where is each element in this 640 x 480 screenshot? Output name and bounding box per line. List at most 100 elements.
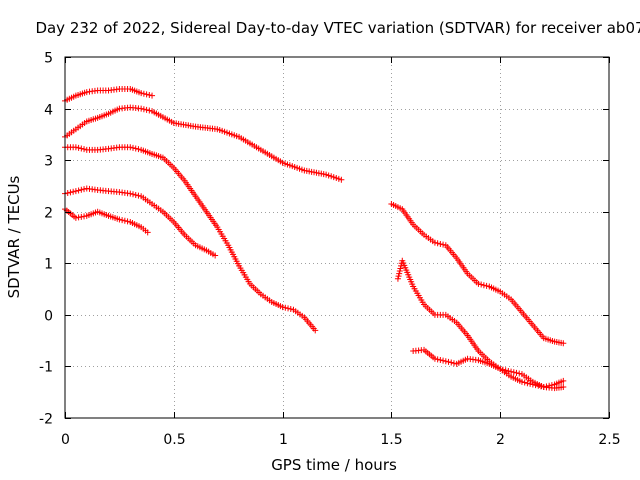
y-axis-label: SDTVAR / TECUs: [5, 175, 23, 298]
data-point: [127, 144, 134, 151]
data-point: [135, 192, 142, 199]
data-point: [338, 176, 345, 183]
data-point: [282, 304, 289, 311]
data-point: [64, 190, 71, 197]
data-point: [440, 357, 447, 364]
x-tick-label: 0.5: [163, 432, 185, 448]
x-tick-label: 1: [279, 432, 288, 448]
data-point: [431, 355, 438, 362]
data-point: [505, 367, 512, 374]
data-point: [138, 90, 145, 97]
series-track-f: [388, 200, 567, 347]
data-point: [335, 175, 342, 182]
data-point: [140, 106, 147, 113]
data-point: [72, 188, 79, 195]
data-point: [448, 359, 455, 366]
data-point: [395, 273, 402, 280]
data-point: [81, 213, 88, 220]
data-point: [548, 382, 555, 389]
data-point: [287, 306, 294, 313]
data-point: [143, 106, 150, 113]
y-tick-label: -2: [39, 412, 53, 428]
data-point: [132, 145, 139, 152]
data-point: [546, 382, 553, 389]
data-point: [478, 281, 485, 288]
data-point: [143, 91, 150, 98]
data-point: [437, 240, 444, 247]
x-tick-label: 1.5: [380, 432, 402, 448]
y-tick-label: -1: [39, 360, 53, 376]
data-point: [75, 144, 82, 151]
data-point: [480, 282, 487, 289]
data-point: [437, 356, 444, 363]
data-point: [333, 175, 340, 182]
grid-layer: [65, 57, 609, 418]
data-point: [543, 383, 550, 390]
data-point: [513, 369, 520, 376]
data-point: [510, 369, 517, 376]
series-track-b: [62, 104, 345, 183]
data-point: [78, 186, 85, 193]
y-tick-label: 0: [44, 309, 53, 325]
axis-layer: 0 0.5 1 1.5 2 2.5 -2 -1 0 1 2 3 4 5: [39, 51, 621, 449]
data-point: [132, 191, 139, 198]
data-point: [540, 384, 547, 391]
y-tick-label: 4: [44, 103, 53, 119]
data-point: [138, 105, 145, 112]
data-point: [394, 275, 401, 282]
x-tick-label: 2.5: [598, 432, 620, 448]
y-tick-label: 5: [44, 51, 53, 67]
data-point: [124, 218, 131, 225]
data-point: [146, 107, 153, 114]
data-point: [483, 282, 490, 289]
data-point: [135, 146, 142, 153]
data-point: [434, 240, 441, 247]
data-point: [524, 380, 531, 387]
data-point: [212, 252, 219, 259]
data-point: [78, 145, 85, 152]
data-point: [521, 379, 528, 386]
data-point: [499, 366, 506, 373]
data-point: [75, 214, 82, 221]
x-tick-label: 0: [61, 432, 70, 448]
data-point: [70, 188, 77, 195]
series-track-d: [62, 185, 219, 259]
chart-title: Day 232 of 2022, Sidereal Day-to-day VTE…: [35, 19, 640, 37]
data-point: [75, 187, 82, 194]
y-tick-label: 3: [44, 154, 53, 170]
data-point: [328, 173, 335, 180]
data-point: [397, 265, 404, 272]
data-point: [440, 241, 447, 248]
data-point: [72, 144, 79, 151]
data-point: [121, 217, 128, 224]
data-point: [146, 92, 153, 99]
data-point: [518, 378, 525, 385]
data-point: [81, 186, 88, 193]
y-tick-label: 1: [44, 257, 53, 273]
data-layer: [62, 85, 567, 392]
data-point: [475, 280, 482, 287]
data-point: [67, 189, 74, 196]
data-point: [516, 370, 523, 377]
data-point: [560, 377, 567, 384]
data-point: [116, 216, 123, 223]
data-point: [312, 327, 319, 334]
x-axis-label: GPS time / hours: [271, 456, 397, 474]
data-point: [149, 92, 156, 99]
data-point: [323, 171, 330, 178]
series-track-a: [62, 85, 156, 104]
x-tick-label: 2: [496, 432, 505, 448]
data-point: [140, 90, 147, 97]
y-tick-label: 2: [44, 206, 53, 222]
data-point: [119, 217, 126, 224]
data-point: [445, 358, 452, 365]
data-point: [127, 190, 134, 197]
data-point: [502, 367, 509, 374]
series-track-g: [394, 257, 567, 392]
data-point: [560, 384, 567, 391]
series-track-c: [62, 144, 319, 334]
data-point: [396, 270, 403, 277]
data-point: [81, 146, 88, 153]
data-point: [434, 356, 441, 363]
